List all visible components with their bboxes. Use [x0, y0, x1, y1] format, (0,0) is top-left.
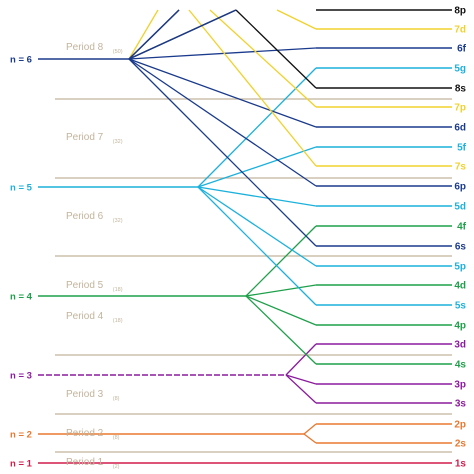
orbital-label: 3s: [455, 399, 467, 410]
period-element-count: (18): [113, 318, 123, 324]
orbital-connector-line: [197, 67, 317, 188]
orbital-connector-line: [128, 58, 317, 187]
orbital-connector-line: [128, 9, 237, 60]
orbital-label: 5d: [454, 202, 466, 213]
orbital-label: 3d: [454, 340, 466, 351]
period-label: Period 6: [66, 211, 104, 222]
orbital-connector-line: [303, 423, 317, 435]
orbital-connector-line: [128, 9, 159, 60]
orbital-connector-line: [128, 58, 317, 247]
orbital-label: 8p: [454, 6, 466, 17]
period-label: Period 2: [66, 428, 104, 439]
shell-label: n = 2: [10, 430, 32, 441]
period-label: Period 3: [66, 389, 104, 400]
orbital-connector-line: [245, 225, 317, 297]
orbital-connector-line: [128, 9, 180, 60]
orbital-connector-line: [285, 374, 317, 385]
shell-label: n = 5: [10, 183, 33, 194]
period-element-count: (50): [113, 49, 123, 55]
period-element-count: (18): [113, 287, 123, 293]
orbital-label: 2p: [454, 420, 466, 431]
orbital-label: 1s: [455, 459, 467, 470]
orbital-label: 6p: [454, 182, 466, 193]
orbital-connector-line: [245, 295, 317, 326]
shell-label: n = 4: [10, 292, 33, 303]
orbital-label: 4f: [457, 222, 467, 233]
period-element-count: (32): [113, 139, 123, 145]
period-label: Period 5: [66, 280, 104, 291]
orbital-connector-line: [235, 9, 317, 89]
period-label: Period 4: [66, 311, 104, 322]
period-label: Period 8: [66, 42, 104, 53]
diagram-labels: 1s 2s 2p 3s 3p 4s 3d 4p 5s 4d 5p 6s 4f 5d 6p 7s 5f 6d 7p 8s…: [10, 6, 467, 471]
orbital-label: 5f: [457, 143, 467, 154]
orbital-connector-line: [276, 9, 317, 30]
orbital-label: 7s: [455, 162, 467, 173]
orbital-label: 6s: [455, 242, 467, 253]
orbital-label: 4s: [455, 360, 467, 371]
shell-label: n = 1: [10, 459, 33, 470]
orbital-label: 4p: [454, 321, 466, 332]
orbital-label: 7p: [454, 103, 466, 114]
period-separator-lines: [55, 98, 452, 453]
orbital-label: 7d: [454, 25, 466, 36]
period-label: Period 7: [66, 132, 104, 143]
orbital-connector-line: [303, 433, 317, 444]
period-element-count: (8): [113, 396, 120, 402]
orbital-connector-line: [245, 284, 317, 297]
orbital-connector-line: [197, 186, 317, 267]
orbital-label: 5g: [454, 64, 466, 75]
orbital-label: 3p: [454, 380, 466, 391]
orbital-connector-line: [197, 146, 317, 188]
orbital-connector-line: [285, 374, 317, 404]
orbital-label: 5p: [454, 262, 466, 273]
period-element-count: (2): [113, 464, 120, 470]
orbital-level-lines: [316, 9, 452, 464]
orbital-connector-lines: [38, 9, 317, 464]
shell-label: n = 3: [10, 371, 32, 382]
orbital-connector-line: [209, 9, 317, 108]
shell-label: n = 6: [10, 55, 32, 66]
orbital-label: 6d: [454, 123, 466, 134]
orbital-connector-line: [128, 58, 317, 128]
orbital-connector-line: [285, 343, 317, 376]
period-element-count: (8): [113, 435, 120, 441]
period-label: Period 1: [66, 457, 104, 468]
orbital-connector-line: [188, 9, 317, 167]
orbital-connector-line: [197, 186, 317, 207]
orbital-label: 4d: [454, 281, 466, 292]
orbital-connector-line: [128, 47, 317, 60]
orbital-label: 8s: [455, 84, 467, 95]
period-element-count: (32): [113, 218, 123, 224]
orbital-label: 2s: [455, 439, 467, 450]
orbital-connector-line: [245, 295, 317, 365]
orbital-connector-line: [197, 186, 317, 306]
orbital-label: 5s: [455, 301, 467, 312]
orbital-label: 6f: [457, 44, 467, 55]
